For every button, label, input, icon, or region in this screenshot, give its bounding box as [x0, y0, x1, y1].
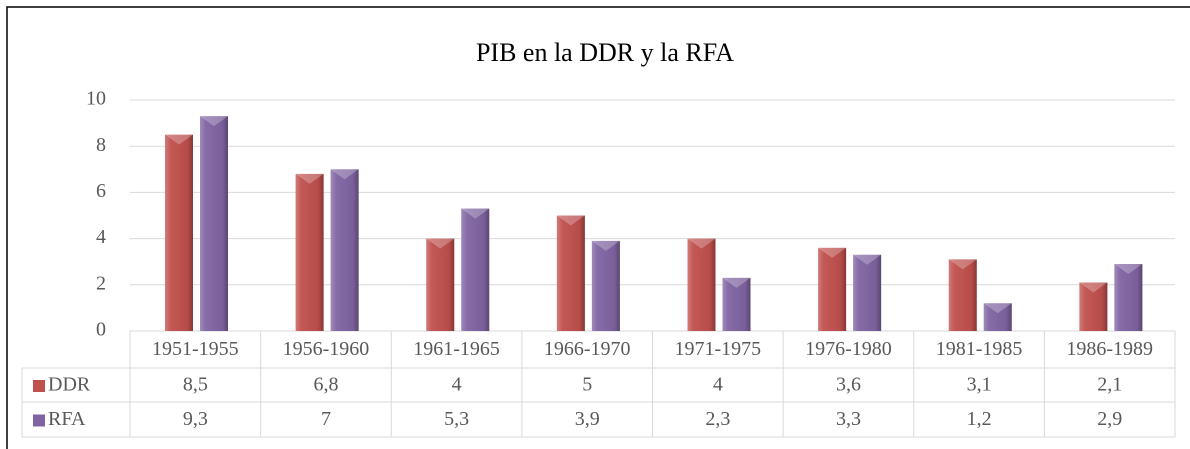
bar-cap	[330, 169, 359, 180]
y-tick-label: 6	[96, 180, 106, 202]
x-tick-label: 1971-1975	[674, 338, 761, 360]
x-tick-label: 1986-1989	[1066, 338, 1153, 360]
table-value: 3,1	[967, 374, 992, 396]
table-value: 9,3	[183, 408, 208, 430]
x-tick-label: 1951-1955	[152, 338, 239, 360]
table-value: 8,5	[183, 374, 208, 396]
bar-cap	[165, 134, 193, 145]
bar-cap	[948, 259, 977, 270]
table-value: 1,2	[967, 408, 992, 430]
bar-cap	[295, 173, 324, 184]
y-tick-label: 10	[86, 88, 106, 110]
bar-shade	[556, 215, 585, 331]
legend-label: DDR	[48, 374, 91, 396]
table-value: 3,9	[575, 408, 600, 430]
bar-cap	[1079, 282, 1108, 293]
legend-label: RFA	[48, 408, 86, 430]
bar-cap	[556, 215, 585, 226]
bar-cap	[983, 303, 1012, 314]
bar-shade	[295, 173, 324, 331]
bar-cap	[461, 208, 490, 219]
bar-cap	[722, 277, 751, 288]
bar-shade	[165, 134, 193, 331]
x-tick-label: 1976-1980	[805, 338, 892, 360]
bar-shade	[426, 238, 455, 331]
table-value: 4	[713, 374, 723, 396]
table-value: 2,9	[1097, 408, 1122, 430]
table-value: 7	[321, 408, 331, 430]
bar-shade	[818, 247, 847, 331]
x-tick-label: 1966-1970	[544, 338, 631, 360]
legend-key	[33, 380, 45, 392]
bar-cap	[591, 240, 620, 251]
table-value: 4	[452, 374, 462, 396]
y-tick-label: 8	[96, 134, 106, 156]
chart-border	[6, 6, 1190, 449]
table-value: 5,3	[444, 408, 469, 430]
bar-shade	[1079, 282, 1108, 331]
bar-cap	[1114, 264, 1143, 275]
table-value: 2,3	[705, 408, 730, 430]
x-tick-label: 1956-1960	[283, 338, 370, 360]
chart-title: PIB en la DDR y la RFA	[476, 38, 734, 67]
bar-shade	[687, 238, 716, 331]
bar-shade	[1114, 264, 1143, 331]
bar-shade	[330, 169, 359, 331]
table-value: 3,3	[836, 408, 861, 430]
table-value: 2,1	[1097, 374, 1122, 396]
y-tick-label: 2	[96, 272, 106, 294]
y-tick-label: 4	[96, 226, 106, 248]
table-value: 5	[582, 374, 592, 396]
bar-shade	[200, 116, 228, 331]
table-value: 6,8	[313, 374, 338, 396]
bar-cap	[687, 238, 716, 249]
bar-shade	[461, 208, 490, 331]
bar-shade	[591, 240, 620, 331]
bar-shade	[948, 259, 977, 331]
table-value: 3,6	[836, 374, 861, 396]
bar-shade	[853, 254, 882, 331]
y-tick-label: 0	[96, 319, 106, 341]
bar-cap	[818, 247, 847, 258]
x-tick-label: 1961-1965	[413, 338, 500, 360]
bar-cap	[853, 254, 882, 265]
x-tick-label: 1981-1985	[936, 338, 1023, 360]
bar-cap	[200, 116, 228, 127]
bar-cap	[426, 238, 455, 249]
legend-key	[33, 414, 45, 427]
bar-shade	[722, 277, 751, 331]
bar-shade	[983, 303, 1012, 331]
